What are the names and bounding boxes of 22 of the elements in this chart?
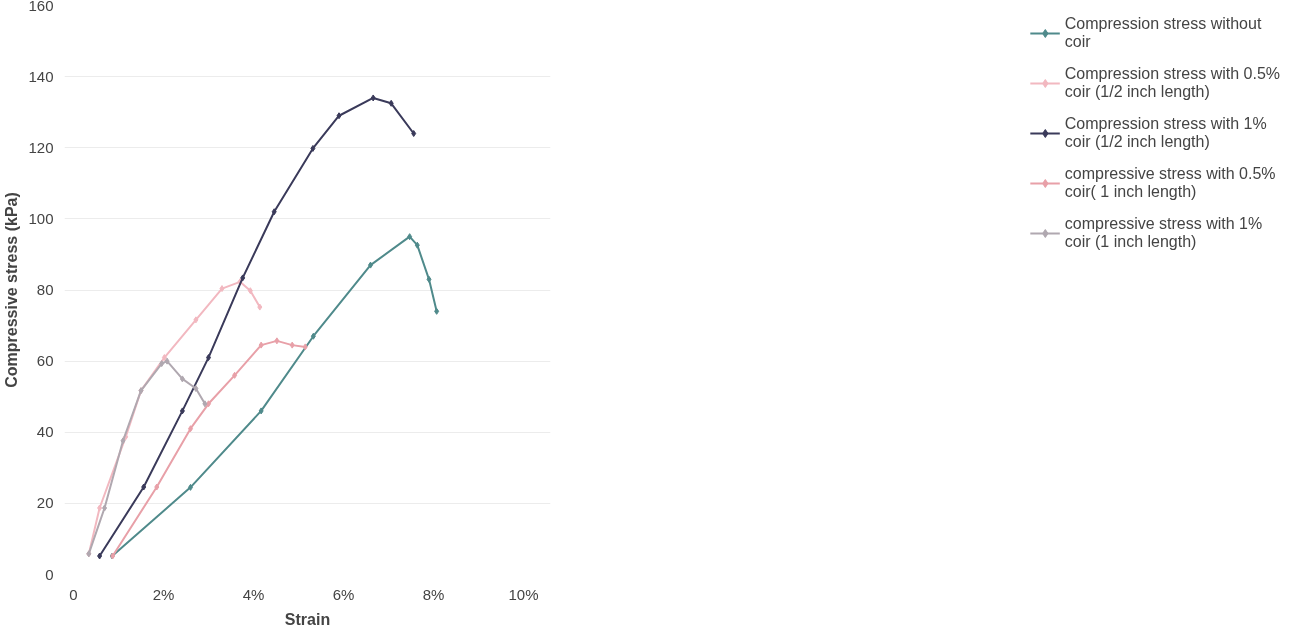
y-tick-label: 80 <box>36 281 54 298</box>
y-axis-title: Compressive stress (kPa) <box>3 192 21 388</box>
x-tick-label: 4% <box>242 585 265 603</box>
x-tick-label: 6% <box>332 585 355 603</box>
y-tick-label: 100 <box>28 209 54 227</box>
legend-label: Compression stress with 0.5% coir (1/2 inch length) <box>1064 65 1280 101</box>
y-tick-label: 120 <box>28 138 54 156</box>
x-axis-title: Strain <box>284 610 331 628</box>
legend-label: Compression stress without coir <box>1064 15 1262 51</box>
legend-label: compressive stress with 1% coir (1 inch length) <box>1064 215 1263 251</box>
x-tick-label: 0 <box>69 585 78 603</box>
y-tick-label: 140 <box>28 67 54 85</box>
y-tick-label: 20 <box>36 494 54 512</box>
y-tick-label: 0 <box>45 565 54 583</box>
x-tick-label: 2% <box>152 585 175 603</box>
legend-label: compressive stress with 0.5% coir( 1 inch length) <box>1064 165 1276 201</box>
legend-label: Compression stress with 1% coir (1/2 inch length) <box>1064 115 1267 151</box>
y-tick-label: 60 <box>36 352 54 370</box>
x-tick-label: 10% <box>508 585 539 603</box>
y-tick-label: 40 <box>36 423 54 441</box>
x-tick-label: 8% <box>422 585 445 603</box>
y-tick-label: 160 <box>28 0 54 14</box>
